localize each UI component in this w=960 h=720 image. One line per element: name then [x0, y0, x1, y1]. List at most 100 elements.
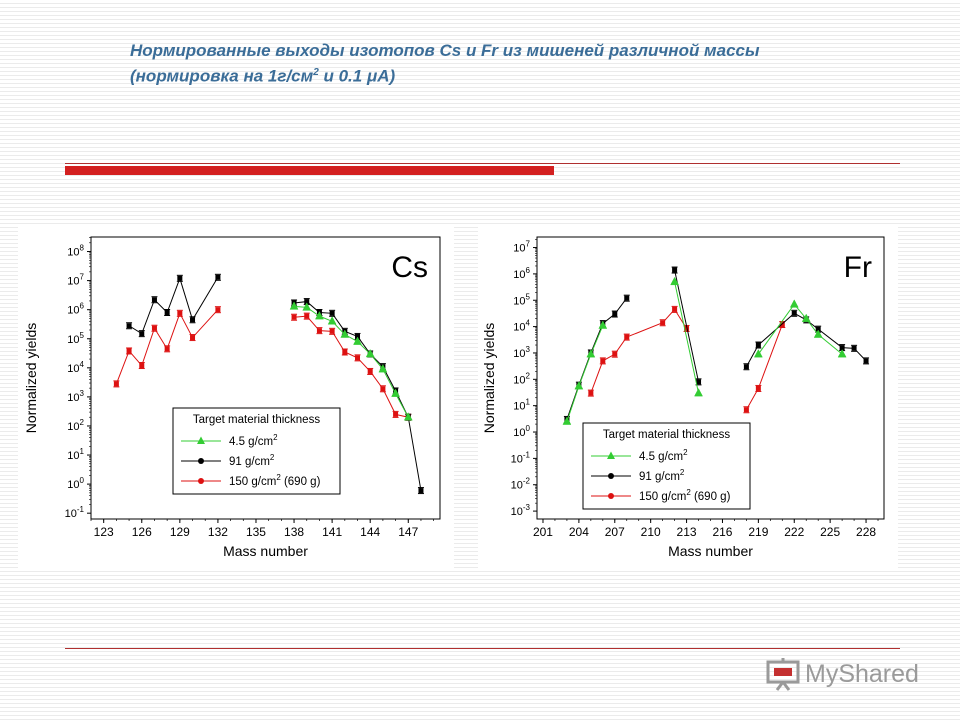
data-point	[624, 295, 630, 301]
data-point	[813, 329, 823, 338]
x-axis-label: Mass number	[668, 543, 753, 559]
data-point	[839, 345, 845, 351]
y-tick-label: 106	[67, 302, 84, 317]
fr-chart-panel: 201 204 207 210 213 216 219 222 225 228 10-3 10-2 10…	[478, 225, 898, 570]
legend-entry: 91 g/cm2	[639, 468, 685, 483]
x-tick-label: 129	[170, 525, 190, 539]
legend-marker	[608, 493, 614, 499]
data-point	[151, 325, 157, 331]
data-point	[612, 311, 618, 317]
legend-title: Target material thickness	[193, 414, 320, 426]
legend-entry: 4.5 g/cm2	[229, 433, 278, 448]
x-tick-label: 222	[784, 525, 804, 539]
data-point	[755, 342, 761, 348]
data-point	[863, 358, 869, 364]
element-label: Cs	[391, 251, 428, 284]
legend-title: Target material thickness	[603, 429, 730, 441]
slide-title: Нормированные выходы изотопов Cs и Fr из…	[130, 40, 950, 88]
data-point	[126, 348, 132, 354]
data-point	[327, 316, 337, 325]
data-point	[743, 364, 749, 370]
myshared-logo: MyShared	[765, 656, 935, 696]
data-point	[791, 310, 797, 316]
data-point	[586, 349, 596, 358]
data-point	[562, 416, 572, 425]
data-point	[755, 385, 761, 391]
x-tick-label: 144	[360, 525, 380, 539]
data-point	[418, 488, 424, 494]
x-tick-label: 225	[820, 525, 840, 539]
y-tick-label: 101	[513, 398, 530, 413]
data-point	[694, 388, 703, 397]
data-point	[753, 349, 763, 358]
data-point	[342, 349, 348, 355]
x-tick-label: 213	[677, 525, 697, 539]
title-sup: 2	[313, 67, 319, 78]
y-tick-label: 107	[67, 273, 84, 288]
data-point	[574, 381, 584, 390]
data-point	[139, 331, 145, 337]
legend-entry: 91 g/cm2	[229, 453, 275, 468]
y-tick-label: 105	[513, 292, 530, 307]
data-point	[151, 297, 157, 303]
y-axis-label: Normalized yields	[23, 323, 39, 433]
data-point	[355, 355, 361, 361]
y-tick-label: 105	[67, 331, 84, 346]
data-point	[113, 381, 119, 387]
data-point	[672, 306, 678, 312]
data-point	[789, 299, 799, 308]
data-point	[367, 368, 373, 374]
data-point	[393, 411, 399, 417]
x-tick-label: 147	[398, 525, 418, 539]
x-tick-label: 228	[856, 525, 876, 539]
x-tick-label: 201	[533, 525, 553, 539]
y-tick-label: 104	[67, 360, 84, 375]
y-tick-label: 102	[513, 371, 530, 386]
fr-chart: 201 204 207 210 213 216 219 222 225 228 10-3 10-2 10…	[481, 236, 885, 559]
data-point	[801, 313, 811, 322]
y-tick-label: 102	[67, 418, 84, 433]
x-tick-label: 210	[641, 525, 661, 539]
bottom-divider	[65, 648, 900, 649]
cs-chart-panel: 123 126 129 132 135 138 141 144 147 10-1 100 101 102…	[18, 225, 454, 570]
data-point	[164, 346, 170, 352]
legend-marker	[198, 478, 204, 484]
data-point	[696, 379, 702, 385]
data-point	[190, 335, 196, 341]
data-point	[164, 309, 170, 315]
y-tick-label: 108	[67, 244, 84, 259]
data-point	[815, 326, 821, 332]
data-point	[598, 320, 608, 329]
legend-marker	[607, 451, 615, 459]
series-line	[566, 325, 604, 422]
legend-entry: 150 g/cm2 (690 g)	[229, 473, 321, 488]
data-point	[190, 317, 196, 323]
data-point	[126, 323, 132, 329]
data-point	[403, 412, 413, 421]
x-tick-label: 216	[712, 525, 732, 539]
title-line-2-suffix: и 0.1 μА)	[318, 66, 396, 86]
y-tick-label: 101	[67, 447, 84, 462]
title-line-2-prefix: (нормировка на 1г/см	[130, 66, 314, 86]
data-point	[588, 390, 594, 396]
series-line	[294, 315, 409, 418]
data-point	[660, 320, 666, 326]
element-label: Fr	[844, 251, 872, 284]
data-point	[315, 311, 324, 320]
data-point	[177, 275, 183, 281]
y-tick-label: 103	[67, 389, 84, 404]
data-point	[378, 364, 388, 373]
y-axis-label: Normalized yields	[481, 323, 497, 433]
title-line-2: (нормировка на 1г/см2 и 0.1 μА)	[130, 62, 950, 88]
data-point	[391, 388, 400, 397]
cs-chart: 123 126 129 132 135 138 141 144 147 10-1 100 101 102…	[23, 236, 441, 559]
title-line-1: Нормированные выходы изотопов Cs и Fr из…	[130, 41, 760, 60]
y-tick-label: 100	[67, 476, 84, 491]
logo-text: MyShared	[805, 660, 919, 688]
y-tick-label: 100	[513, 424, 530, 439]
legend-entry: 4.5 g/cm2	[639, 448, 688, 463]
top-divider-thick	[65, 166, 554, 175]
data-point	[743, 407, 749, 413]
x-tick-label: 207	[605, 525, 625, 539]
data-point	[302, 302, 312, 311]
